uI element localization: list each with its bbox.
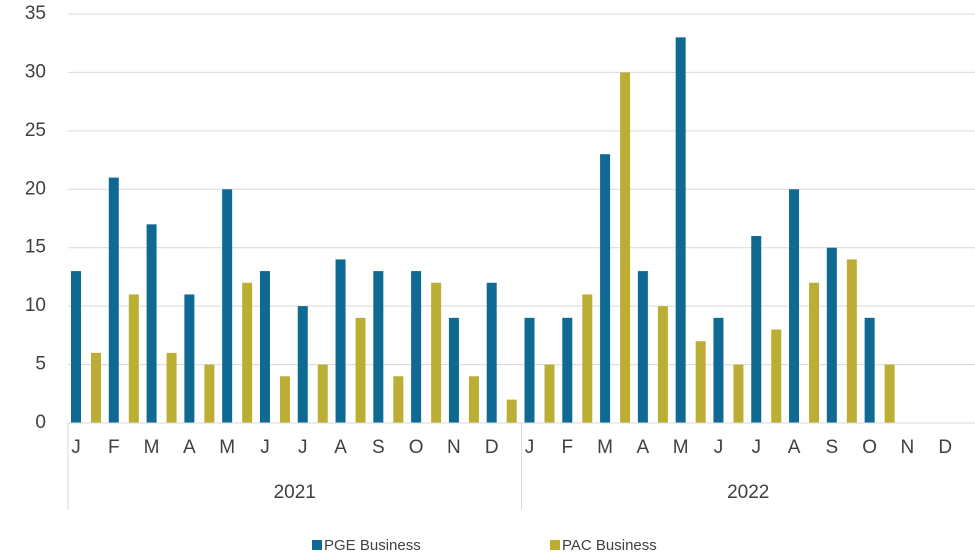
year-label: 2022 [727, 482, 769, 503]
y-tick-label: 5 [35, 354, 46, 375]
x-tick-label: A [637, 437, 650, 458]
bar [562, 317, 573, 423]
bar [166, 352, 177, 423]
x-tick-label: J [714, 437, 724, 458]
x-tick-label: M [144, 437, 160, 458]
bar [733, 364, 744, 423]
x-tick-label: A [183, 437, 196, 458]
x-tick-label: M [219, 437, 235, 458]
bar [204, 364, 215, 423]
bar [146, 224, 157, 423]
bar [809, 282, 820, 423]
year-label: 2021 [274, 482, 316, 503]
legend-swatch [312, 540, 322, 550]
bar [242, 282, 253, 423]
x-tick-label: J [752, 437, 762, 458]
x-tick-label: A [788, 437, 801, 458]
y-tick-label: 35 [25, 3, 46, 24]
bar [524, 317, 535, 423]
legend-swatch [550, 540, 560, 550]
x-tick-label: O [409, 437, 424, 458]
bar [355, 317, 366, 423]
x-tick-label: J [525, 437, 535, 458]
x-tick-label: M [673, 437, 689, 458]
x-tick-label: O [862, 437, 877, 458]
x-tick-label: S [372, 437, 385, 458]
bar [771, 329, 782, 423]
x-tick-label: D [938, 437, 952, 458]
y-tick-label: 30 [25, 61, 46, 82]
bar [108, 177, 119, 423]
y-tick-label: 25 [25, 120, 46, 141]
x-tick-label: N [901, 437, 915, 458]
x-tick-label: J [71, 437, 81, 458]
bar [222, 189, 233, 423]
bar [279, 376, 290, 423]
x-tick-label: F [561, 437, 573, 458]
x-tick-label: N [447, 437, 461, 458]
bar [675, 37, 686, 423]
bar [448, 317, 459, 423]
bar [600, 154, 611, 423]
bar [317, 364, 328, 423]
bar [751, 236, 762, 423]
bar [468, 376, 479, 423]
y-tick-label: 20 [25, 178, 46, 199]
x-tick-label: J [298, 437, 308, 458]
x-tick-label: J [260, 437, 270, 458]
legend-label: PAC Business [562, 537, 657, 554]
bar [826, 247, 837, 423]
bar [335, 259, 346, 423]
bar [184, 294, 195, 423]
bar [544, 364, 555, 423]
bar [393, 376, 404, 423]
x-tick-label: M [597, 437, 613, 458]
bar [582, 294, 593, 423]
bar [128, 294, 139, 423]
bar [91, 352, 101, 423]
y-tick-label: 15 [25, 237, 46, 258]
x-tick-label: D [485, 437, 499, 458]
bar [620, 72, 631, 423]
bar [297, 306, 308, 423]
bar [884, 364, 895, 423]
bar [713, 317, 724, 423]
bar [789, 189, 800, 423]
y-tick-label: 0 [35, 412, 46, 433]
bar [695, 341, 706, 423]
x-tick-label: F [108, 437, 120, 458]
bar [637, 271, 648, 423]
bar [71, 271, 81, 423]
x-tick-label: S [825, 437, 838, 458]
bar [486, 282, 497, 423]
x-tick-label: A [334, 437, 347, 458]
y-tick-label: 10 [25, 295, 46, 316]
bar [431, 282, 442, 423]
bar [864, 317, 875, 423]
bar [506, 399, 517, 423]
legend-label: PGE Business [324, 537, 421, 554]
bar [259, 271, 270, 423]
bar [411, 271, 422, 423]
bar [373, 271, 384, 423]
bar [657, 306, 668, 423]
bar [846, 259, 857, 423]
